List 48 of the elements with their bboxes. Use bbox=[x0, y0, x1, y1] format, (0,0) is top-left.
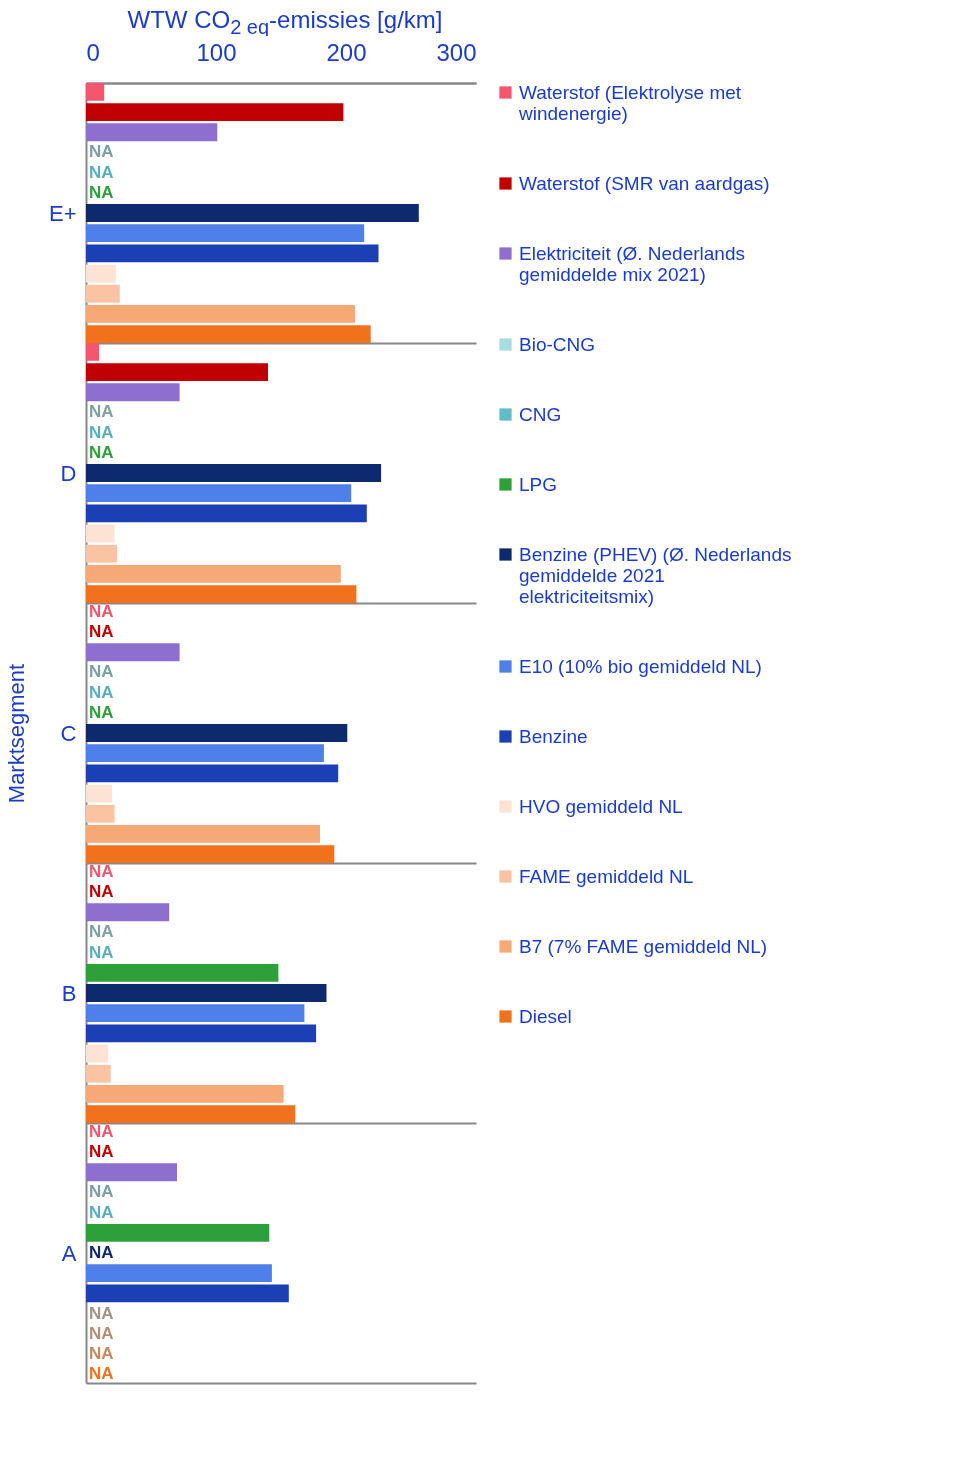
text: NA bbox=[89, 601, 114, 621]
y-tick-label: C bbox=[60, 720, 77, 746]
legend-label: Waterstof (Elektrolyse met windenergie) bbox=[518, 81, 742, 124]
x-axis-title: WTW CO$_{2 eq}$-emissies [g/km] bbox=[126, 6, 444, 39]
text: NA bbox=[89, 662, 114, 682]
text: NA bbox=[89, 922, 114, 942]
text: NA bbox=[89, 682, 114, 702]
y-axis-title: Marktsegment bbox=[3, 663, 29, 804]
y-tick-label: A bbox=[61, 1240, 77, 1266]
y-tick-label: E+ bbox=[48, 200, 77, 226]
legend-label: E10 (10% bio gemiddeld NL) bbox=[519, 655, 762, 677]
legend-label: HVO gemiddeld NL bbox=[519, 795, 683, 817]
x-tick-label: 200 bbox=[326, 38, 367, 66]
text: NA bbox=[89, 622, 114, 642]
legend-label: B7 (7% FAME gemiddeld NL) bbox=[519, 935, 768, 957]
text: NA bbox=[89, 1243, 114, 1262]
text: NA bbox=[89, 1142, 114, 1162]
text: NA bbox=[89, 182, 114, 202]
text: NA bbox=[89, 942, 114, 962]
legend-label: CNG bbox=[519, 403, 562, 425]
legend-label: LPG bbox=[519, 473, 558, 495]
x-tick-label: 300 bbox=[436, 38, 477, 66]
legend-label: Diesel bbox=[519, 1005, 572, 1027]
legend-label: FAME gemiddeld NL bbox=[519, 865, 694, 887]
text: NA bbox=[89, 142, 114, 162]
legend-label: Bio-CNG bbox=[519, 333, 596, 355]
text: NA bbox=[89, 861, 114, 881]
x-tick-label: 100 bbox=[196, 38, 237, 66]
text: NA bbox=[89, 1343, 114, 1363]
text: NA bbox=[89, 402, 114, 422]
text: NA bbox=[89, 1202, 114, 1222]
legend-label: Benzine bbox=[519, 725, 588, 747]
text: NA bbox=[89, 1182, 114, 1202]
legend-label: Elektriciteit (Ø. Nederlands gemiddelde mix 2021) bbox=[519, 242, 745, 285]
text: NA bbox=[89, 1364, 114, 1384]
y-tick-label: D bbox=[60, 460, 77, 486]
y-tick-label: B bbox=[61, 980, 77, 1006]
x-tick-label: 0 bbox=[86, 38, 100, 66]
text: NA bbox=[89, 882, 114, 902]
legend-label: Waterstof (SMR van aardgas) bbox=[519, 172, 770, 194]
legend-label: Benzine (PHEV) (Ø. Nederlands gemiddelde 2021 elektriciteitsmix) bbox=[519, 543, 792, 607]
text: NA bbox=[89, 442, 114, 462]
text: NA bbox=[89, 702, 114, 722]
text: NA bbox=[89, 1323, 114, 1343]
text: NA bbox=[89, 422, 114, 442]
text: NA bbox=[89, 162, 114, 182]
text: NA bbox=[89, 1303, 114, 1323]
text: NA bbox=[89, 1121, 114, 1141]
